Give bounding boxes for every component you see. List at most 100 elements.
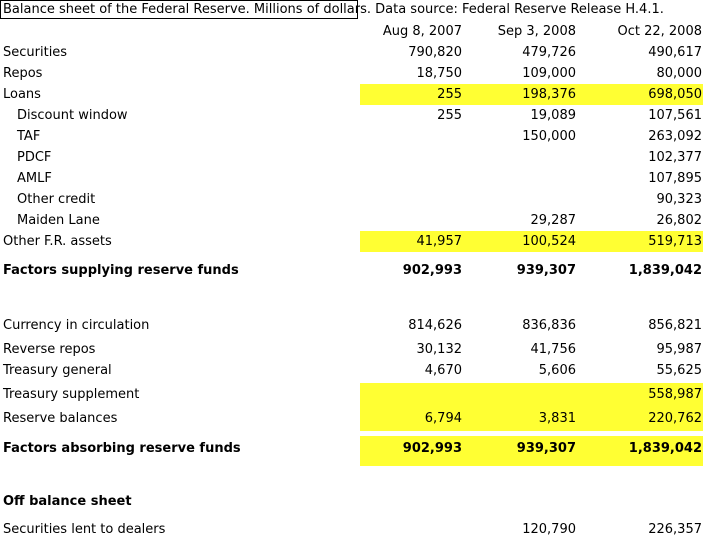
cell-value: 1,839,042 [628, 263, 702, 278]
table-row-treasury-supplement: Treasury supplement 558,987 [0, 384, 705, 405]
highlight-cell [470, 84, 582, 105]
row-label: Maiden Lane [17, 213, 100, 228]
column-header-sep-2008: Sep 3, 2008 [497, 24, 576, 39]
section-heading: Off balance sheet [3, 494, 132, 509]
row-label: Repos [3, 66, 43, 81]
row-label: Treasury general [3, 363, 112, 378]
cell-value: 120,790 [522, 522, 576, 537]
cell-value: 107,895 [648, 171, 702, 186]
cell-value: 255 [437, 108, 462, 123]
highlight-cell [470, 436, 582, 466]
row-label: Factors supplying reserve funds [3, 263, 239, 278]
cell-value: 107,561 [648, 108, 702, 123]
cell-value: 102,377 [648, 150, 702, 165]
highlight-cell [582, 231, 703, 252]
table-row-reverse-repos: Reverse repos 30,132 41,756 95,987 [0, 339, 705, 360]
title-box [0, 0, 358, 19]
cell-value: 698,050 [648, 87, 702, 102]
cell-value: 90,323 [656, 192, 703, 207]
cell-value: 939,307 [516, 263, 576, 278]
table-row-treasury-general: Treasury general 4,670 5,606 55,625 [0, 360, 705, 381]
cell-value: 41,756 [530, 342, 577, 357]
cell-value: 198,376 [522, 87, 576, 102]
row-label: TAF [17, 129, 41, 144]
cell-value: 30,132 [416, 342, 463, 357]
table-row-discount-window: Discount window 255 19,089 107,561 [0, 105, 705, 126]
sheet-title: Balance sheet of the Federal Reserve. Mi… [3, 2, 664, 17]
highlight-cell [582, 84, 703, 105]
row-label: Treasury supplement [3, 387, 140, 402]
cell-value: 1,839,042 [628, 441, 702, 456]
table-row-pdcf: PDCF 102,377 [0, 147, 705, 168]
row-label: AMLF [17, 171, 52, 186]
table-row-securities-lent: Securities lent to dealers 120,790 226,3… [0, 519, 705, 540]
table-row-maiden-lane: Maiden Lane 29,287 26,802 [0, 210, 705, 231]
highlight-cell [360, 436, 470, 466]
column-header-aug-2007: Aug 8, 2007 [382, 24, 462, 39]
cell-value: 100,524 [522, 234, 576, 249]
table-row-repos: Repos 18,750 109,000 80,000 [0, 63, 705, 84]
row-label: Factors absorbing reserve funds [3, 441, 241, 456]
highlight-block-reserves [0, 383, 705, 431]
cell-value: 790,820 [408, 45, 462, 60]
cell-value: 55,625 [656, 363, 703, 378]
cell-value: 226,357 [648, 522, 702, 537]
highlight-cell [582, 383, 703, 431]
table-row-other-credit: Other credit 90,323 [0, 189, 705, 210]
table-row-taf: TAF 150,000 263,092 [0, 126, 705, 147]
row-label: PDCF [17, 150, 52, 165]
cell-value: 939,307 [516, 441, 576, 456]
row-label: Securities lent to dealers [3, 522, 166, 537]
cell-value: 263,092 [648, 129, 702, 144]
cell-value: 519,713 [648, 234, 702, 249]
table-row-off-balance-sheet: Off balance sheet [0, 491, 705, 512]
cell-value: 19,089 [530, 108, 577, 123]
cell-value: 856,821 [648, 318, 702, 333]
row-label: Other credit [17, 192, 96, 207]
highlight-cell [470, 231, 582, 252]
highlight-cell [360, 383, 470, 431]
table-row-factors-supplying: Factors supplying reserve funds 902,993 … [0, 260, 705, 281]
row-label: Reserve balances [3, 411, 118, 426]
cell-value: 255 [437, 87, 462, 102]
cell-value: 41,957 [416, 234, 463, 249]
cell-value: 95,987 [656, 342, 703, 357]
cell-value: 80,000 [656, 66, 703, 81]
cell-value: 902,993 [402, 441, 462, 456]
highlight-cell [360, 231, 470, 252]
row-label: Discount window [17, 108, 128, 123]
table-row-reserve-balances: Reserve balances 6,794 3,831 220,762 [0, 408, 705, 429]
row-label: Currency in circulation [3, 318, 150, 333]
cell-value: 109,000 [522, 66, 576, 81]
cell-value: 220,762 [648, 411, 702, 426]
cell-value: 29,287 [530, 213, 577, 228]
highlight-cell [360, 84, 470, 105]
cell-value: 5,606 [538, 363, 576, 378]
row-label: Reverse repos [3, 342, 96, 357]
cell-value: 490,617 [648, 45, 702, 60]
column-header-oct-2008: Oct 22, 2008 [617, 24, 703, 39]
cell-value: 558,987 [648, 387, 702, 402]
row-label: Securities [3, 45, 68, 60]
cell-value: 814,626 [408, 318, 462, 333]
row-label: Loans [3, 87, 41, 102]
table-row-factors-absorbing: Factors absorbing reserve funds 902,993 … [0, 436, 705, 466]
table-row-currency: Currency in circulation 814,626 836,836 … [0, 315, 705, 336]
table-row-securities: Securities 790,820 479,726 490,617 [0, 42, 705, 63]
table-row-amlf: AMLF 107,895 [0, 168, 705, 189]
highlight-cell [582, 436, 703, 466]
table-row-loans: Loans 255 198,376 698,050 [0, 84, 705, 105]
column-header-row: Aug 8, 2007 Sep 3, 2008 Oct 22, 2008 [0, 21, 705, 42]
cell-value: 18,750 [416, 66, 463, 81]
cell-value: 836,836 [522, 318, 576, 333]
cell-value: 26,802 [656, 213, 703, 228]
cell-value: 6,794 [424, 411, 462, 426]
cell-value: 3,831 [538, 411, 576, 426]
cell-value: 902,993 [402, 263, 462, 278]
row-label: Other F.R. assets [3, 234, 112, 249]
table-row-other-fr-assets: Other F.R. assets 41,957 100,524 519,713 [0, 231, 705, 252]
cell-value: 4,670 [424, 363, 462, 378]
cell-value: 150,000 [522, 129, 576, 144]
cell-value: 479,726 [522, 45, 576, 60]
highlight-cell [470, 383, 582, 431]
